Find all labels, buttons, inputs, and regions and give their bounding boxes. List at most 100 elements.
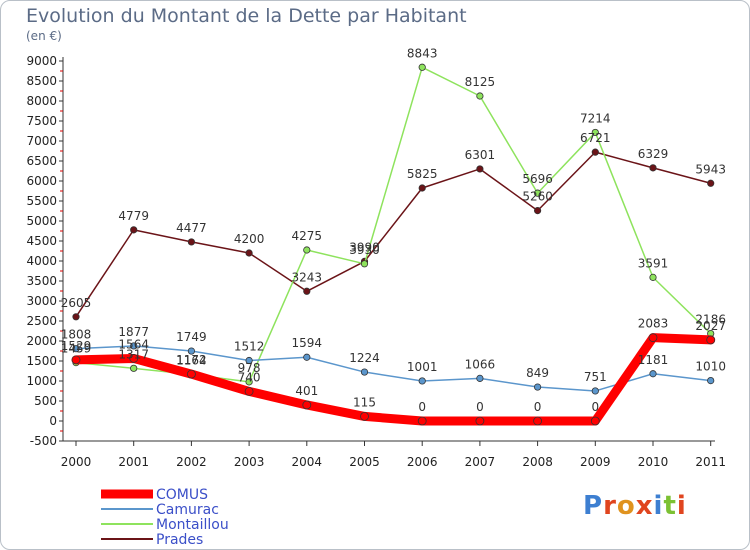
- data-point: [533, 189, 542, 197]
- data-point: [187, 347, 195, 355]
- data-point: [72, 313, 80, 321]
- data-point: [475, 416, 485, 426]
- data-label: 7214: [580, 111, 611, 125]
- data-point: [130, 226, 138, 234]
- data-label: 5943: [695, 162, 726, 176]
- data-point: [648, 333, 658, 343]
- data-point: [245, 356, 253, 365]
- series-line-prades: [75, 151, 712, 318]
- data-point: [418, 377, 426, 385]
- series-line-comus: [71, 333, 716, 426]
- data-point: [591, 128, 599, 137]
- y-tick-label: 6000: [26, 174, 57, 188]
- data-point: [533, 416, 542, 426]
- data-point: [533, 383, 542, 391]
- data-point: [591, 148, 599, 156]
- x-tick-label: 2008: [522, 455, 553, 469]
- data-label: 1172: [176, 353, 207, 367]
- brand-letter: t: [663, 491, 677, 521]
- data-label: 2083: [638, 317, 669, 331]
- data-label: 401: [295, 384, 318, 398]
- data-label: 6329: [638, 147, 669, 161]
- y-tick-label: -500: [30, 434, 57, 448]
- y-tick-label: 8500: [26, 74, 57, 88]
- data-point: [476, 92, 484, 100]
- data-point: [360, 411, 369, 421]
- y-tick-label: 4500: [26, 234, 57, 248]
- brand-letter: i: [653, 491, 664, 521]
- data-point: [302, 400, 312, 410]
- data-label: 1564: [118, 337, 149, 351]
- legend-label-camurac: Camurac: [156, 502, 219, 518]
- data-point: [245, 378, 253, 386]
- data-label: 0: [534, 400, 542, 414]
- legend-label-comus: COMUS: [156, 487, 208, 503]
- data-label: 1877: [118, 325, 149, 339]
- data-label: 1459: [61, 342, 92, 356]
- brand-logo: Proxiti: [583, 491, 687, 521]
- data-point: [649, 273, 657, 281]
- legend-label-montaillou: Montaillou: [156, 517, 229, 533]
- y-tick-label: 7500: [26, 114, 57, 128]
- data-label: 8843: [407, 46, 438, 60]
- data-point: [533, 207, 542, 215]
- y-tick-label: 6500: [26, 154, 57, 168]
- data-label: 1594: [292, 336, 323, 350]
- data-label: 1529: [61, 339, 92, 353]
- data-point: [303, 287, 311, 295]
- y-tick-label: 500: [34, 394, 57, 408]
- x-tick-label: 2000: [61, 455, 92, 469]
- y-tick-label: 9000: [26, 54, 57, 68]
- chart-title: Evolution du Montant de la Dette par Hab…: [26, 5, 467, 27]
- x-tick-label: 2005: [349, 455, 380, 469]
- data-label: 0: [476, 400, 484, 414]
- y-tick-label: 2000: [26, 334, 57, 348]
- data-label: 4477: [176, 221, 207, 235]
- data-point: [418, 184, 426, 192]
- x-tick-label: 2004: [292, 455, 323, 469]
- data-label: 978: [238, 361, 261, 375]
- data-label: 1749: [176, 330, 207, 344]
- y-tick-label: 4000: [26, 254, 57, 268]
- data-label: 1001: [407, 360, 438, 374]
- data-label: 1066: [465, 357, 496, 371]
- data-label: 1181: [638, 353, 669, 367]
- y-tick-label: 8000: [26, 94, 57, 108]
- x-tick-label: 2001: [118, 455, 149, 469]
- data-label: 740: [238, 370, 261, 384]
- data-label: 4275: [292, 229, 323, 243]
- brand-letter: i: [676, 491, 687, 521]
- data-label: 3591: [638, 256, 669, 270]
- data-label: 3930: [349, 243, 380, 257]
- legend-label-prades: Prades: [156, 532, 203, 548]
- data-label: 1164: [176, 353, 207, 367]
- data-label: 1010: [695, 360, 726, 374]
- data-label: 2027: [695, 319, 726, 333]
- data-label: 3990: [349, 240, 380, 254]
- data-point: [244, 386, 254, 396]
- x-tick-label: 2007: [465, 455, 496, 469]
- data-label: 5696: [522, 172, 553, 186]
- y-tick-label: 7000: [26, 134, 57, 148]
- x-tick-label: 2009: [580, 455, 611, 469]
- x-tick-label: 2010: [638, 455, 669, 469]
- data-point: [707, 376, 715, 385]
- data-label: 2186: [695, 313, 726, 327]
- data-label: 3243: [292, 270, 323, 284]
- data-point: [72, 345, 80, 353]
- data-point: [245, 249, 253, 257]
- y-tick-label: 5000: [26, 214, 57, 228]
- data-label: 2605: [61, 296, 92, 310]
- data-point: [186, 369, 196, 379]
- data-point: [360, 368, 369, 376]
- x-tick-label: 2011: [695, 455, 726, 469]
- data-point: [649, 164, 657, 172]
- data-label: 4200: [234, 232, 265, 246]
- brand-letter: x: [635, 491, 654, 521]
- y-tick-label: 3500: [26, 274, 57, 288]
- data-label: 0: [418, 400, 426, 414]
- data-label: 849: [526, 366, 549, 380]
- data-point: [590, 416, 600, 426]
- data-label: 4779: [118, 209, 149, 223]
- data-point: [476, 374, 484, 382]
